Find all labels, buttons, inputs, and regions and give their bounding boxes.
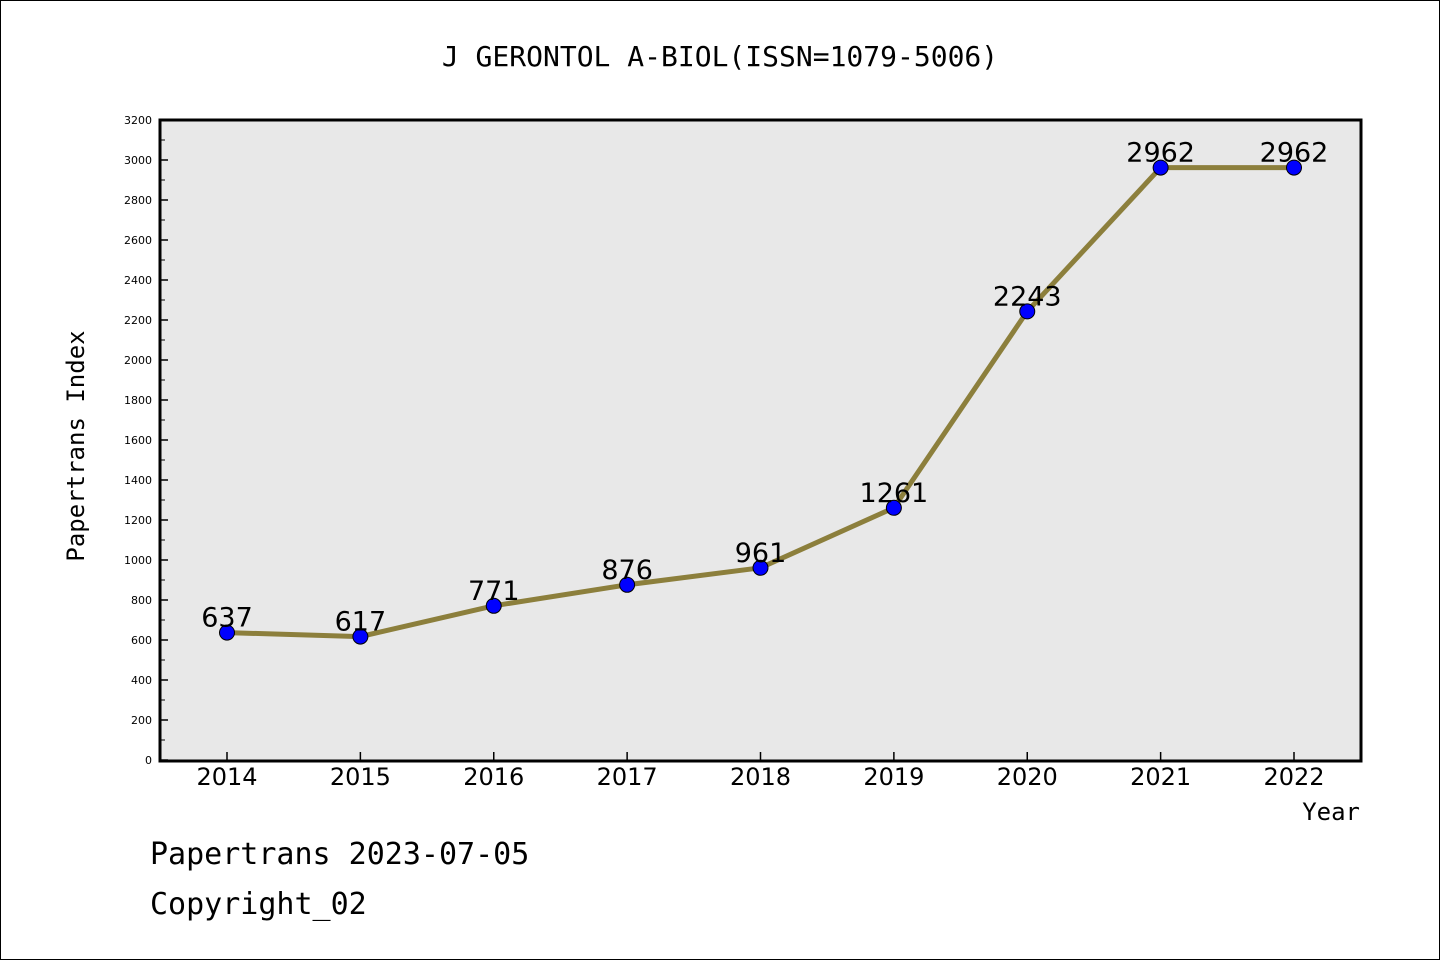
- y-tick-label: 200: [131, 714, 152, 727]
- y-tick-label: 2600: [124, 234, 152, 247]
- data-label-2016: 771: [468, 576, 520, 607]
- x-tick-label: 2020: [997, 763, 1058, 791]
- footer-date: Papertrans 2023-07-05: [150, 837, 529, 872]
- data-label-2019: 1261: [860, 478, 929, 509]
- data-labels: 637 617 771 876 961 1261 2243 2962 2962: [201, 138, 1328, 638]
- y-axis-label: Papertrans Index: [62, 330, 90, 561]
- y-tick-label: 1200: [124, 514, 152, 527]
- data-point-2019: [885, 499, 902, 516]
- data-point-2020: [1019, 303, 1036, 320]
- data-label-2018: 961: [735, 538, 787, 569]
- data-point-2017: [619, 576, 636, 593]
- data-label-2021: 2962: [1126, 138, 1195, 169]
- data-point-2021: [1152, 159, 1169, 176]
- x-tick-label: 2022: [1263, 763, 1324, 791]
- data-point-2022: [1286, 159, 1302, 176]
- y-tick-label: 600: [131, 634, 152, 647]
- y-tick-label: 1600: [124, 434, 152, 447]
- data-point-2014: [219, 624, 235, 641]
- data-point-2018: [752, 559, 769, 576]
- y-tick-label: 1400: [124, 474, 152, 487]
- y-tick-label: 1800: [124, 394, 152, 407]
- x-tick-label: 2015: [330, 763, 391, 791]
- x-axis: 2014 2015 2016 2017 2018 2019 2020 2021 2022: [196, 752, 1325, 791]
- data-point-2016: [485, 597, 502, 614]
- x-tick-label: 2021: [1130, 763, 1191, 791]
- footer-copyright: Copyright_02: [150, 887, 367, 922]
- y-tick-label: 2800: [124, 194, 152, 207]
- x-tick-label: 2019: [863, 763, 924, 791]
- x-tick-label: 2017: [597, 763, 658, 791]
- y-tick-label: 2000: [124, 354, 152, 367]
- data-label-2017: 876: [601, 555, 653, 586]
- y-tick-label: 3200: [124, 114, 152, 127]
- y-tick-label: 1000: [124, 554, 152, 567]
- x-tick-label: 2016: [463, 763, 524, 791]
- data-point-2015: [352, 628, 369, 645]
- data-label-2015: 617: [335, 607, 387, 638]
- plot-area: [158, 118, 1363, 763]
- data-label-2020: 2243: [993, 281, 1062, 312]
- y-tick-label: 400: [131, 674, 152, 687]
- y-axis: 0 200 400 600 800 1000 1200 1400 1600 1800 2000 220…: [124, 114, 168, 767]
- x-tick-label: 2018: [730, 763, 791, 791]
- data-label-2014: 637: [201, 603, 253, 634]
- data-label-2022: 2962: [1260, 138, 1329, 169]
- data-points: [219, 159, 1302, 645]
- y-tick-label: 800: [131, 594, 152, 607]
- chart-title: J GERONTOL A-BIOL(ISSN=1079-5006): [442, 40, 998, 73]
- x-axis-label: Year: [1302, 798, 1360, 826]
- y-tick-label: 0: [145, 754, 152, 767]
- y-tick-label: 3000: [124, 154, 152, 167]
- y-tick-label: 2200: [124, 314, 152, 327]
- y-tick-label: 2400: [124, 274, 152, 287]
- x-tick-label: 2014: [196, 763, 257, 791]
